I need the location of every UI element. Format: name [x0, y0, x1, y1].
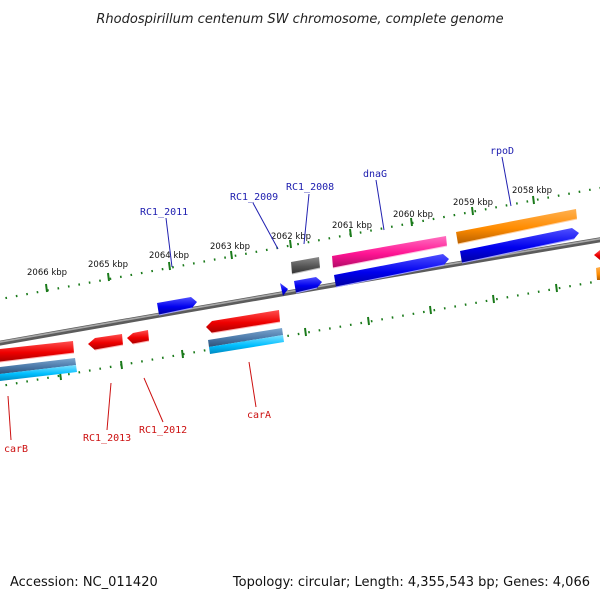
feature-cara[interactable]	[206, 310, 280, 333]
feature-edge-orange[interactable]	[596, 267, 600, 280]
accession-text: Accession: NC_011420	[10, 575, 158, 590]
leader-lines	[7, 156, 512, 441]
inner-major-tick	[367, 316, 370, 326]
outer-major-tick	[349, 228, 352, 238]
map-title: Rhodospirillum centenum SW chromosome, c…	[96, 12, 503, 27]
reverse-gene-labels: carB RC1_2013 RC1_2012 carA	[4, 410, 271, 455]
leader-cara	[248, 361, 257, 408]
inner-major-tick	[304, 327, 307, 337]
leader-carb	[7, 395, 12, 441]
feature-edge-red[interactable]	[594, 250, 600, 260]
inner-ruler	[0, 279, 600, 388]
inner-major-tick	[181, 349, 184, 359]
feature-rc1-2008-cds[interactable]	[294, 277, 322, 293]
outer-major-tick	[168, 261, 171, 271]
leader-dnag	[375, 179, 385, 231]
feature-dnag-cds[interactable]	[334, 254, 449, 287]
gene-label-rpod[interactable]: rpoD	[490, 146, 514, 157]
gene-label-cara[interactable]: carA	[247, 410, 271, 421]
gene-label-dnag[interactable]: dnaG	[363, 169, 387, 180]
inner-major-tick	[120, 360, 123, 370]
topology-text: Topology: circular; Length: 4,355,543 bp…	[232, 575, 590, 590]
feature-carb[interactable]	[0, 341, 74, 362]
gene-label-rc1-2013[interactable]: RC1_2013	[83, 433, 131, 444]
inner-major-tick	[429, 305, 432, 315]
leader-rc1-2013	[106, 382, 112, 431]
feature-dnag[interactable]	[332, 236, 447, 268]
forward-features	[157, 209, 579, 316]
tick-label: 2065 kbp	[88, 260, 128, 270]
outer-major-tick	[471, 206, 474, 216]
inner-major-tick	[492, 294, 495, 304]
inner-major-tick	[555, 283, 558, 293]
outer-major-tick	[532, 195, 535, 205]
feature-rc1-2012[interactable]	[127, 330, 149, 344]
leader-rc1-2008	[303, 193, 310, 245]
feature-cara-cyan[interactable]	[209, 335, 284, 354]
tick-labels: 2066 kbp 2065 kbp 2064 kbp 2063 kbp 2062…	[27, 186, 552, 278]
feature-rc1-2011[interactable]	[157, 297, 197, 315]
feature-rpod-cds[interactable]	[460, 228, 579, 263]
feature-rc1-2009[interactable]	[280, 283, 288, 296]
tick-label: 2060 kbp	[393, 210, 433, 220]
feature-carb-steel[interactable]	[0, 358, 76, 374]
gene-label-rc1-2011[interactable]: RC1_2011	[140, 207, 188, 218]
leader-rpod	[501, 156, 512, 207]
tick-label: 2059 kbp	[453, 198, 493, 208]
outer-major-tick	[410, 217, 413, 227]
outer-major-tick	[107, 272, 110, 282]
tick-label: 2063 kbp	[210, 242, 250, 252]
tick-label: 2062 kbp	[271, 232, 311, 242]
gene-label-rc1-2012[interactable]: RC1_2012	[139, 425, 187, 436]
outer-major-tick	[230, 250, 233, 260]
gene-label-rc1-2008[interactable]: RC1_2008	[286, 182, 334, 193]
feature-rc1-2013[interactable]	[88, 334, 123, 350]
tick-label: 2058 kbp	[512, 186, 552, 196]
tick-label: 2066 kbp	[27, 268, 67, 278]
feature-rpod[interactable]	[456, 209, 577, 244]
feature-cara-steel[interactable]	[208, 328, 283, 347]
forward-gene-labels: RC1_2011 RC1_2009 RC1_2008 dnaG rpoD	[140, 146, 514, 218]
reverse-features	[0, 250, 600, 381]
tick-label: 2061 kbp	[332, 221, 372, 231]
tick-label: 2064 kbp	[149, 251, 189, 261]
leader-rc1-2012	[143, 377, 164, 423]
outer-ruler	[0, 186, 600, 301]
gene-label-rc1-2009[interactable]: RC1_2009	[230, 192, 278, 203]
outer-major-tick	[289, 239, 292, 249]
gene-label-carb[interactable]: carB	[4, 444, 28, 455]
outer-major-tick	[45, 283, 48, 293]
feature-carb-cyan[interactable]	[0, 365, 77, 381]
feature-rc1-2008[interactable]	[291, 257, 320, 274]
leader-rc1-2011	[165, 217, 173, 268]
leader-rc1-2009	[252, 202, 279, 250]
